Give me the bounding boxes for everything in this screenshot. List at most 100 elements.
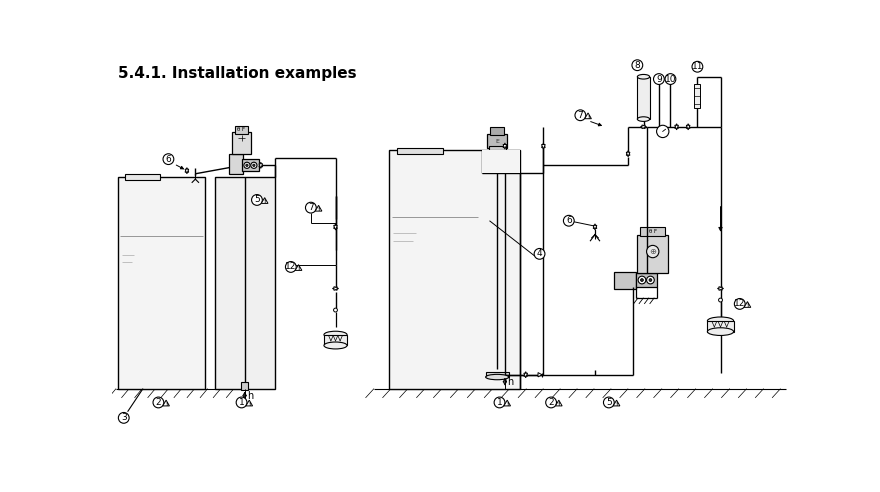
Polygon shape (334, 287, 339, 290)
Bar (635, 273, 657, 287)
Text: !: ! (746, 304, 749, 308)
Bar (486, 371, 509, 377)
Bar (230, 154, 243, 174)
Polygon shape (555, 400, 562, 406)
Circle shape (153, 397, 164, 408)
Circle shape (334, 308, 337, 312)
Text: 5.4.1. Installation examples: 5.4.1. Installation examples (118, 66, 356, 81)
Circle shape (119, 412, 129, 423)
Polygon shape (675, 123, 678, 128)
Polygon shape (538, 372, 542, 377)
Polygon shape (503, 143, 507, 148)
Circle shape (641, 278, 643, 281)
Polygon shape (593, 225, 597, 230)
Circle shape (246, 164, 248, 166)
Polygon shape (185, 168, 188, 172)
Polygon shape (333, 287, 337, 290)
Text: 5: 5 (254, 195, 260, 205)
Bar (324, 335, 347, 345)
Bar (119, 177, 205, 389)
Polygon shape (315, 205, 322, 211)
Circle shape (638, 276, 646, 284)
Ellipse shape (708, 328, 734, 336)
Text: θ F: θ F (649, 229, 656, 234)
Polygon shape (675, 125, 678, 130)
Bar (389, 150, 520, 389)
Polygon shape (627, 152, 630, 157)
Circle shape (163, 154, 174, 164)
Ellipse shape (637, 117, 649, 122)
Text: 6: 6 (165, 154, 172, 164)
Polygon shape (719, 287, 723, 290)
Text: !: ! (248, 402, 251, 407)
Text: h: h (247, 391, 253, 400)
Circle shape (649, 278, 652, 281)
Circle shape (563, 215, 574, 226)
Circle shape (647, 276, 655, 284)
Bar (708, 321, 734, 332)
Circle shape (647, 246, 659, 258)
Bar (125, 174, 160, 180)
Text: h: h (507, 377, 513, 387)
Polygon shape (642, 125, 647, 128)
Bar (614, 272, 636, 288)
Bar (482, 150, 520, 173)
Ellipse shape (708, 317, 734, 325)
Polygon shape (593, 224, 597, 228)
Text: 3: 3 (121, 413, 127, 422)
Polygon shape (259, 162, 262, 167)
Bar (232, 132, 251, 154)
Polygon shape (246, 400, 253, 406)
Circle shape (604, 397, 614, 408)
Polygon shape (641, 125, 645, 128)
Polygon shape (584, 113, 591, 119)
Polygon shape (259, 164, 262, 168)
Polygon shape (524, 373, 527, 378)
Text: 9: 9 (656, 75, 662, 84)
Text: 7: 7 (577, 111, 583, 120)
Text: !: ! (318, 207, 319, 212)
Text: 11: 11 (692, 62, 703, 71)
Text: 6: 6 (566, 216, 572, 225)
Circle shape (285, 262, 297, 273)
Bar (397, 148, 444, 154)
Text: 12: 12 (734, 300, 745, 308)
Bar (641, 227, 665, 236)
Polygon shape (261, 198, 268, 203)
Ellipse shape (486, 374, 509, 380)
Circle shape (654, 74, 664, 85)
Text: 10: 10 (664, 75, 676, 84)
Polygon shape (627, 151, 630, 155)
Polygon shape (541, 143, 546, 148)
Circle shape (236, 397, 247, 408)
Polygon shape (163, 400, 170, 406)
Text: 2: 2 (156, 398, 161, 407)
Circle shape (665, 74, 676, 85)
Circle shape (244, 162, 250, 168)
Ellipse shape (324, 331, 347, 338)
Text: !: ! (263, 199, 266, 204)
Circle shape (735, 299, 745, 309)
Circle shape (253, 164, 255, 166)
Circle shape (632, 60, 642, 70)
Text: !: ! (615, 402, 618, 407)
Text: !: ! (587, 115, 590, 120)
Text: 12: 12 (285, 262, 297, 272)
Polygon shape (334, 224, 337, 228)
Circle shape (719, 298, 722, 302)
Circle shape (251, 162, 257, 168)
Circle shape (692, 62, 703, 72)
Polygon shape (686, 123, 690, 128)
Text: 5: 5 (606, 398, 612, 407)
Text: 1: 1 (496, 398, 502, 407)
Bar (488, 146, 506, 150)
Text: !: ! (506, 402, 509, 407)
Text: !: ! (558, 402, 560, 407)
Polygon shape (334, 225, 337, 230)
Bar (490, 127, 504, 134)
Text: !: ! (297, 266, 300, 272)
Text: 1: 1 (238, 398, 245, 407)
Text: 4: 4 (537, 249, 542, 258)
Polygon shape (295, 265, 302, 271)
Circle shape (495, 397, 505, 408)
